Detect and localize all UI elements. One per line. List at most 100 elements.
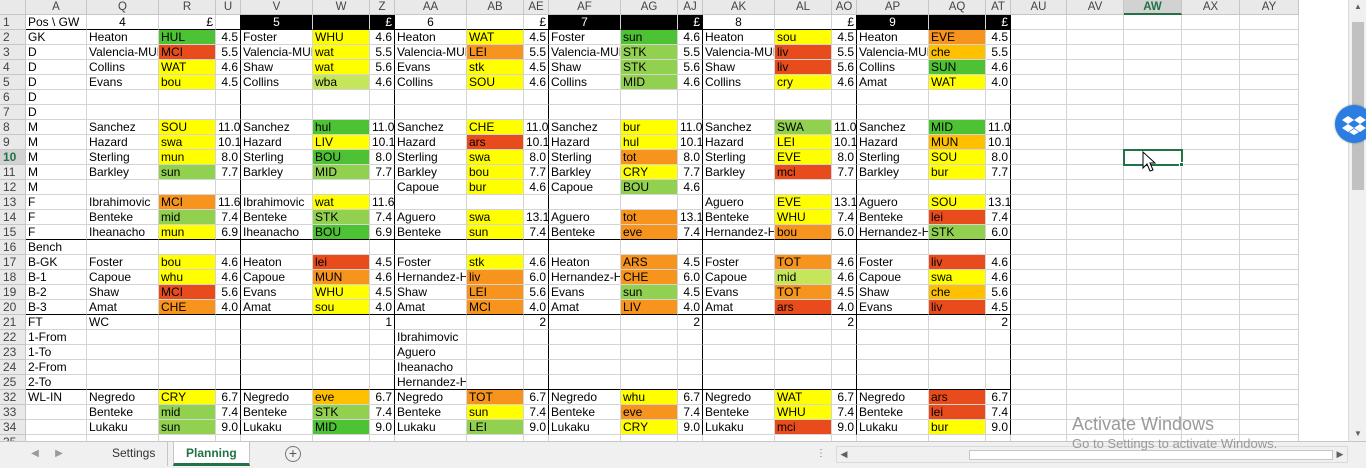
cell-aw4[interactable]: [1124, 60, 1182, 75]
cell-w12[interactable]: [313, 180, 370, 195]
cell-ak3[interactable]: Valencia-MUN: [703, 45, 775, 60]
column-header-ap[interactable]: AP: [857, 0, 929, 15]
cell-ap14[interactable]: Benteke: [857, 210, 929, 225]
cell-ak15[interactable]: Hernandez-HUL: [703, 225, 775, 240]
cell-u33[interactable]: 7.4: [216, 405, 241, 420]
cell-aq25[interactable]: [929, 375, 986, 390]
cell-aw25[interactable]: [1124, 375, 1182, 390]
cell-ao5[interactable]: 4.6: [832, 75, 857, 90]
cell-w5[interactable]: wba: [313, 75, 370, 90]
cell-ag12[interactable]: BOU: [621, 180, 678, 195]
cell-at32[interactable]: 6.7: [986, 390, 1011, 405]
cell-aa18[interactable]: Hernandez-HUL: [395, 270, 467, 285]
cell-w1[interactable]: [313, 15, 370, 30]
tab-planning[interactable]: Planning: [173, 442, 250, 466]
cell-ag32[interactable]: whu: [621, 390, 678, 405]
cell-ab2[interactable]: WAT: [467, 30, 524, 45]
cell-aq21[interactable]: [929, 315, 986, 330]
cell-w10[interactable]: BOU: [313, 150, 370, 165]
cell-v16[interactable]: [241, 240, 313, 255]
cell-ay23[interactable]: [1240, 345, 1299, 360]
cell-ay11[interactable]: [1240, 165, 1299, 180]
cell-aw32[interactable]: [1124, 390, 1182, 405]
cell-aq15[interactable]: STK: [929, 225, 986, 240]
cell-q15[interactable]: Iheanacho: [87, 225, 159, 240]
cell-ae34[interactable]: 9.0: [524, 420, 549, 435]
cell-ae20[interactable]: 4.0: [524, 300, 549, 315]
row-header-8[interactable]: 8: [0, 120, 26, 135]
cell-ap3[interactable]: Valencia-MUN: [857, 45, 929, 60]
cell-a16[interactable]: Bench: [26, 240, 87, 255]
cell-av33[interactable]: [1067, 405, 1124, 420]
cell-u18[interactable]: 4.6: [216, 270, 241, 285]
cell-ax17[interactable]: [1182, 255, 1240, 270]
cell-ao9[interactable]: 10.1: [832, 135, 857, 150]
cell-ao13[interactable]: 13.1: [832, 195, 857, 210]
cell-af11[interactable]: Barkley: [549, 165, 621, 180]
cell-ap22[interactable]: [857, 330, 929, 345]
cell-u19[interactable]: 5.6: [216, 285, 241, 300]
cell-ae21[interactable]: 2: [524, 315, 549, 330]
cell-ap21[interactable]: [857, 315, 929, 330]
cell-at16[interactable]: [986, 240, 1011, 255]
cell-w4[interactable]: wat: [313, 60, 370, 75]
cell-u21[interactable]: [216, 315, 241, 330]
cell-ak4[interactable]: Shaw: [703, 60, 775, 75]
cell-a35[interactable]: [26, 435, 87, 441]
cell-ag3[interactable]: STK: [621, 45, 678, 60]
cell-aj19[interactable]: 4.5: [678, 285, 703, 300]
cell-aq12[interactable]: [929, 180, 986, 195]
cell-al24[interactable]: [775, 360, 832, 375]
cell-af20[interactable]: Amat: [549, 300, 621, 315]
cell-aj12[interactable]: 4.6: [678, 180, 703, 195]
cell-at25[interactable]: [986, 375, 1011, 390]
cell-aa21[interactable]: [395, 315, 467, 330]
cell-ae22[interactable]: [524, 330, 549, 345]
cell-ag10[interactable]: tot: [621, 150, 678, 165]
cell-ap24[interactable]: [857, 360, 929, 375]
cell-aq1[interactable]: [929, 15, 986, 30]
cell-aa24[interactable]: Iheanacho: [395, 360, 467, 375]
cell-ak25[interactable]: [703, 375, 775, 390]
cell-ap2[interactable]: Heaton: [857, 30, 929, 45]
cell-ap10[interactable]: Sterling: [857, 150, 929, 165]
cell-ak18[interactable]: Capoue: [703, 270, 775, 285]
cell-a13[interactable]: F: [26, 195, 87, 210]
cell-af8[interactable]: Sanchez: [549, 120, 621, 135]
cell-au34[interactable]: [1011, 420, 1067, 435]
cell-at21[interactable]: 2: [986, 315, 1011, 330]
cell-ay2[interactable]: [1240, 30, 1299, 45]
cell-at9[interactable]: 10.1: [986, 135, 1011, 150]
scroll-right-arrow-icon[interactable]: ▶: [1336, 449, 1344, 459]
cell-aa13[interactable]: [395, 195, 467, 210]
cell-ao23[interactable]: [832, 345, 857, 360]
cell-ax11[interactable]: [1182, 165, 1240, 180]
cell-af16[interactable]: [549, 240, 621, 255]
cell-w17[interactable]: lei: [313, 255, 370, 270]
cell-u20[interactable]: 4.0: [216, 300, 241, 315]
cell-ab15[interactable]: sun: [467, 225, 524, 240]
cell-af9[interactable]: Hazard: [549, 135, 621, 150]
cell-ag14[interactable]: tot: [621, 210, 678, 225]
cell-aa12[interactable]: Capoue: [395, 180, 467, 195]
cell-aw23[interactable]: [1124, 345, 1182, 360]
cell-ao16[interactable]: [832, 240, 857, 255]
cell-v19[interactable]: Evans: [241, 285, 313, 300]
cell-ak22[interactable]: [703, 330, 775, 345]
row-header-13[interactable]: 13: [0, 195, 26, 210]
cell-ay15[interactable]: [1240, 225, 1299, 240]
cell-a33[interactable]: [26, 405, 87, 420]
cell-at7[interactable]: [986, 105, 1011, 120]
cell-r20[interactable]: CHE: [159, 300, 216, 315]
cell-af24[interactable]: [549, 360, 621, 375]
cell-av2[interactable]: [1067, 30, 1124, 45]
cell-u23[interactable]: [216, 345, 241, 360]
cell-a5[interactable]: D: [26, 75, 87, 90]
cell-ag21[interactable]: [621, 315, 678, 330]
cell-ak32[interactable]: Negredo: [703, 390, 775, 405]
cell-a32[interactable]: WL-IN: [26, 390, 87, 405]
cell-r14[interactable]: mid: [159, 210, 216, 225]
cell-z6[interactable]: [370, 90, 395, 105]
cell-v2[interactable]: Foster: [241, 30, 313, 45]
cell-aa2[interactable]: Heaton: [395, 30, 467, 45]
